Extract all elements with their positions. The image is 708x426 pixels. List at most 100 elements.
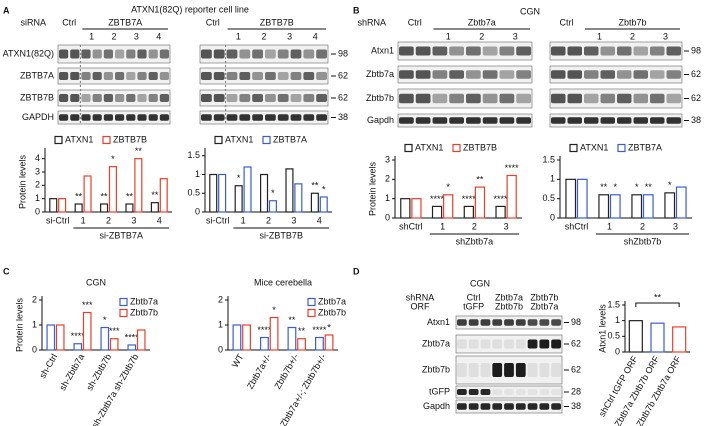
significance: ** — [654, 292, 662, 302]
blot-band — [148, 72, 158, 80]
blot-band — [415, 93, 431, 104]
x-tick-label: 1 — [607, 221, 612, 231]
legend-label: ZBTB7B — [113, 134, 147, 144]
row-header: shRNA — [406, 292, 435, 302]
legend-label: Zbtb7a — [318, 296, 346, 306]
blot-band — [115, 72, 125, 80]
panel-letter: B — [353, 5, 360, 15]
blot-band — [415, 70, 431, 79]
significance: ** — [135, 146, 143, 156]
blot-band — [551, 339, 561, 349]
significance: * — [668, 180, 672, 190]
blot-band — [515, 403, 526, 410]
blot-band — [432, 70, 448, 79]
legend-label: Zbtb7a — [130, 296, 158, 306]
significance: ** — [600, 182, 608, 192]
blot-strip — [397, 113, 533, 128]
bar — [46, 324, 56, 351]
blot-band — [399, 46, 414, 56]
blot-band — [527, 363, 538, 377]
bar — [243, 166, 252, 213]
blot-band — [600, 117, 615, 124]
y-tick-label: 1 — [35, 193, 40, 203]
blot-band — [504, 363, 514, 377]
blot-band — [617, 93, 632, 104]
legend-label: ATXN1 — [65, 134, 93, 144]
x-axis-label: si-ZBTB7A — [99, 230, 143, 240]
blot-band — [239, 94, 251, 102]
legend-swatch — [569, 143, 578, 153]
mw-marker: 38 — [338, 112, 348, 122]
blot-band — [633, 70, 648, 79]
y-tick-label: 0 — [32, 344, 37, 354]
blot-row-label: ZBTB7B — [20, 92, 54, 102]
mw-marker: 62 — [571, 338, 581, 348]
blot-band — [482, 93, 498, 104]
blot-band — [92, 114, 102, 121]
blot-band — [468, 403, 479, 410]
bar — [664, 192, 676, 219]
blot-band — [492, 339, 503, 349]
y-axis-label: Protein levels — [367, 161, 377, 216]
blot-strip — [397, 65, 533, 84]
lane-number: 4 — [156, 31, 161, 41]
y-tick-label: 0 — [385, 212, 390, 222]
mw-marker: 62 — [338, 92, 348, 102]
blot-band — [201, 94, 212, 102]
blot-band — [457, 319, 467, 326]
y-tick-label: 0.5 — [187, 188, 200, 198]
blot-band — [449, 93, 464, 104]
bar — [260, 173, 269, 213]
x-tick-label: shCtrl — [399, 221, 423, 231]
bar — [82, 311, 92, 351]
bar — [125, 203, 134, 213]
bar — [150, 202, 159, 213]
blot-band — [399, 93, 414, 104]
blot-band — [415, 117, 431, 124]
bar — [609, 194, 621, 219]
x-tick-label: 1 — [241, 215, 246, 225]
blot-band — [527, 403, 538, 410]
blot-band — [213, 72, 225, 80]
blot-band — [480, 363, 491, 377]
blot-band — [81, 49, 91, 59]
blot-band — [126, 49, 136, 59]
blot-band — [492, 363, 503, 377]
bar — [100, 203, 109, 213]
y-tick-label: 1 — [385, 193, 390, 203]
bar — [74, 203, 83, 213]
blot-row-label: Atxn1 — [427, 317, 450, 327]
blot-band — [137, 72, 147, 80]
x-tick-label: 1 — [81, 215, 86, 225]
blot-row-label: Zbtb7a — [422, 338, 450, 348]
blot-band — [303, 49, 315, 59]
blot-band — [516, 117, 531, 124]
significance: **** — [257, 325, 272, 335]
blot-band — [213, 114, 225, 121]
legend-swatch — [617, 143, 626, 153]
blot-band — [303, 114, 315, 121]
y-tick-label: 0.5 — [542, 193, 555, 203]
blot-band — [316, 72, 327, 80]
blot-band — [551, 117, 566, 124]
x-tick-label: Zbtb7a+/- — [245, 352, 273, 391]
blot-band — [457, 389, 467, 395]
blot-band — [527, 389, 538, 395]
chart-title: CGN — [86, 277, 106, 287]
blot-band — [650, 93, 665, 104]
blot-row-label: ZBTB7A — [20, 70, 54, 80]
blot-strip — [455, 385, 563, 399]
bar — [232, 324, 242, 351]
blot-band — [504, 319, 514, 326]
lane-label: Zbtb7b — [530, 292, 558, 302]
y-tick-label: 1 — [550, 174, 555, 184]
blot-band — [239, 72, 251, 80]
blot-band — [70, 72, 80, 80]
x-tick-label: shCtrl — [565, 221, 589, 231]
blot-band — [617, 117, 632, 124]
blot-band — [265, 49, 276, 59]
blot-band — [226, 114, 238, 121]
blot-row-label: Zbtb7b — [422, 364, 450, 374]
blot-band — [499, 93, 515, 104]
significance: **** — [125, 332, 140, 342]
